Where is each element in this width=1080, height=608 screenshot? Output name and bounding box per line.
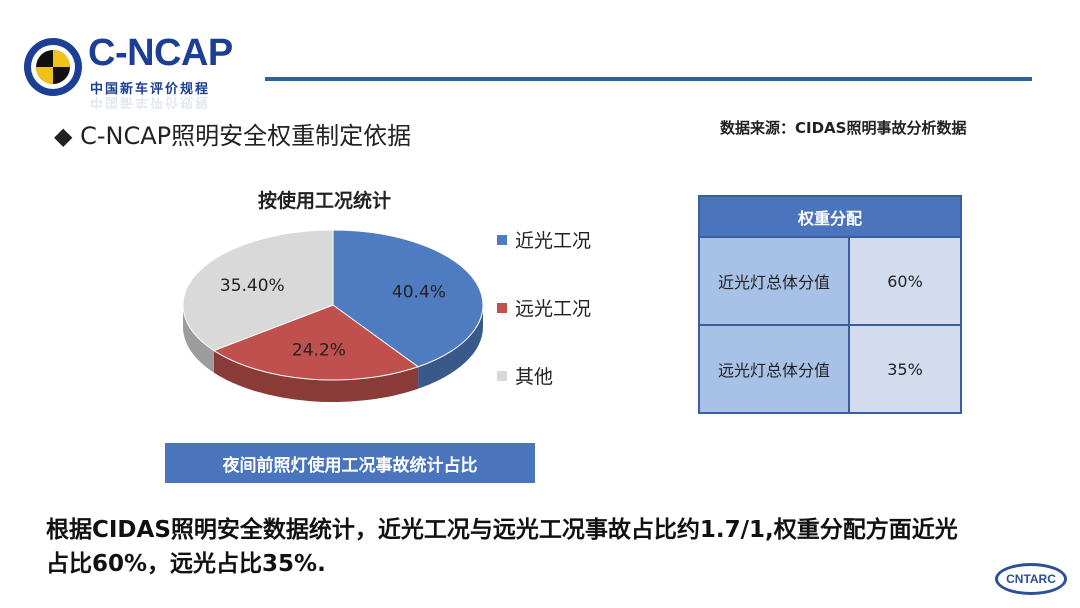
logo-subtitle: 中国新车评价规程 [90, 82, 211, 97]
pie-data-label-2: 24.2% [292, 340, 346, 360]
section-title: ◆ C-NCAP照明安全权重制定依据 [54, 116, 411, 151]
legend-swatch [497, 370, 507, 381]
cncap-logo: C-NCAP 中国新车评价规程 中国新车评价规程 [22, 28, 252, 110]
legend-swatch [497, 302, 507, 313]
chart-title: 按使用工况统计 [258, 190, 392, 212]
pie-side-1 [418, 305, 483, 389]
legend-swatch [497, 234, 507, 245]
low-beam-label: 近光灯总体分值 [698, 236, 850, 326]
bullet-marker: ◆ [54, 122, 73, 150]
header-divider [265, 77, 1032, 81]
pie-chart: 40.4% 24.2% 35.40% [182, 229, 484, 402]
crash-test-dummy-icon [24, 38, 82, 96]
legend-item-3: 其他 [497, 362, 553, 389]
chart-caption: 夜间前照灯使用工况事故统计占比 [165, 443, 535, 483]
logo-subtitle-reflection: 中国新车评价规程 [90, 94, 211, 109]
data-source-note: 数据来源：CIDAS照明事故分析数据 [720, 119, 967, 137]
weights-table-header: 权重分配 [698, 195, 962, 238]
pie-slice-1 [332, 229, 484, 368]
low-beam-value: 60% [848, 236, 962, 326]
cnatrc-logo: CNTARC [995, 563, 1067, 595]
high-beam-label: 远光灯总体分值 [698, 324, 850, 414]
pie-slice-3 [182, 229, 334, 352]
section-title-text: C-NCAP照明安全权重制定依据 [80, 122, 412, 150]
legend-label: 其他 [515, 366, 554, 388]
pie-side-2 [213, 350, 419, 402]
summary-text: 根据CIDAS照明安全数据统计，近光工况与远光工况事故占比约1.7/1,权重分配… [46, 517, 958, 577]
table-row: 远光灯总体分值 35% [698, 324, 962, 414]
high-beam-value: 35% [848, 324, 962, 414]
legend-label: 远光工况 [515, 298, 592, 320]
legend-item-2: 远光工况 [497, 294, 591, 321]
table-row: 近光灯总体分值 60% [698, 236, 962, 326]
logo-brand: C-NCAP [88, 32, 233, 74]
pie-slice-2 [212, 304, 420, 381]
legend-label: 近光工况 [515, 230, 592, 252]
pie-data-label-3: 35.40% [220, 276, 285, 296]
legend-item-1: 近光工况 [497, 226, 591, 253]
pie-data-label-1: 40.4% [392, 283, 446, 303]
weights-table: 权重分配 近光灯总体分值 60% 远光灯总体分值 35% [698, 195, 962, 414]
